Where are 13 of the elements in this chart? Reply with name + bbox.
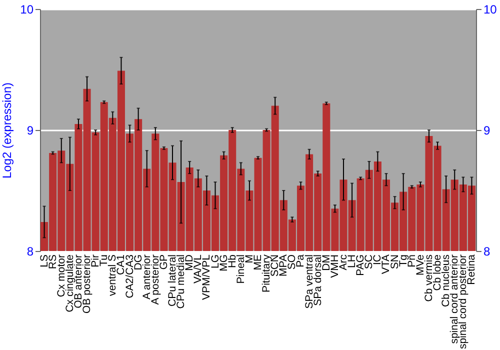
y-tick-label: 8 [26, 244, 34, 258]
x-tick-label: DG [132, 254, 144, 270]
y-tick-label: 9 [26, 124, 34, 138]
y-tick-label: 10 [20, 2, 34, 16]
y2-tick-label: 9 [484, 124, 490, 138]
y-axis-title: Log2 (expression) [0, 82, 14, 179]
y2-tick-label: 10 [484, 2, 498, 16]
x-tick-label: RS [46, 254, 59, 270]
x-tick-label: Retina [466, 254, 478, 285]
x-tick-label: OB posterior [81, 254, 94, 314]
x-tick-label: A posterior [149, 254, 162, 305]
y2-tick-label: 8 [484, 244, 490, 258]
x-tick-label: Tg [397, 254, 410, 267]
